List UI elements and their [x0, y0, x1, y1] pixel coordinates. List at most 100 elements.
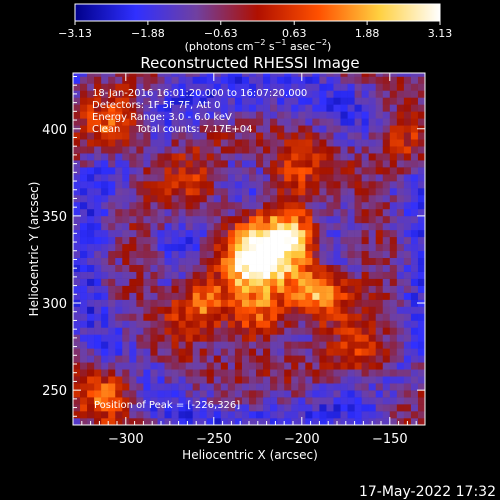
heatmap-cell	[389, 146, 398, 154]
heatmap-cell	[340, 222, 348, 231]
heatmap-cell	[263, 188, 271, 196]
heatmap-cell	[178, 369, 186, 377]
heatmap-cell	[263, 355, 271, 363]
heatmap-cell	[375, 250, 384, 259]
heatmap-cell	[220, 285, 229, 293]
heatmap-cell	[410, 201, 419, 210]
heatmap-cell	[213, 153, 222, 161]
heatmap-cell	[199, 236, 208, 245]
heatmap-cell	[284, 236, 292, 245]
heatmap-cell	[115, 250, 123, 259]
heatmap-cell	[136, 208, 144, 217]
heatmap-cell	[206, 390, 215, 398]
heatmap-cell	[333, 194, 341, 203]
heatmap-cell	[143, 174, 151, 182]
heatmap-cell	[382, 404, 391, 412]
heatmap-cell	[256, 369, 264, 377]
heatmap-cell	[375, 118, 384, 126]
heatmap-cell	[171, 236, 179, 245]
heatmap-cell	[375, 278, 384, 286]
heatmap-cell	[396, 250, 405, 259]
heatmap-cell	[234, 188, 243, 196]
heatmap-cell	[403, 348, 412, 356]
heatmap-cell	[227, 181, 236, 189]
heatmap-cell	[403, 292, 412, 300]
heatmap-cell	[277, 369, 285, 377]
heatmap-cell	[389, 334, 398, 342]
heatmap-cell	[403, 139, 412, 147]
heatmap-cell	[108, 397, 116, 405]
heatmap-cell	[143, 153, 151, 161]
heatmap-cell	[108, 390, 116, 398]
heatmap-cell	[256, 146, 264, 154]
heatmap-cell	[164, 264, 172, 272]
heatmap-cell	[340, 348, 348, 356]
heatmap-cell	[326, 174, 334, 182]
colorbar-tick-label: 3.13	[428, 27, 453, 40]
heatmap-cell	[199, 174, 208, 182]
heatmap-cell	[375, 320, 384, 328]
heatmap-cell	[375, 188, 384, 196]
heatmap-cell	[136, 104, 144, 112]
heatmap-cell	[206, 181, 215, 189]
heatmap-cell	[417, 313, 425, 321]
heatmap-cell	[94, 306, 102, 314]
heatmap-cell	[73, 271, 81, 279]
heatmap-cell	[298, 208, 306, 217]
heatmap-cell	[115, 383, 123, 391]
heatmap-cell	[157, 292, 165, 300]
heatmap-cell	[291, 327, 299, 335]
heatmap-cell	[129, 73, 137, 77]
heatmap-cell	[417, 146, 425, 154]
heatmap-cell	[171, 194, 179, 203]
heatmap-cell	[234, 194, 243, 203]
heatmap-cell	[143, 250, 151, 259]
heatmap-cell	[249, 411, 257, 419]
heatmap-cell	[340, 264, 348, 272]
heatmap-cell	[319, 188, 327, 196]
heatmap-cell	[333, 83, 341, 91]
heatmap-cell	[312, 97, 320, 105]
heatmap-cell	[129, 174, 137, 182]
heatmap-cell	[270, 376, 278, 384]
heatmap-cell	[122, 250, 130, 259]
heatmap-cell	[410, 73, 419, 77]
heatmap-cell	[305, 397, 313, 405]
heatmap-cells	[73, 73, 425, 425]
heatmap-cell	[382, 97, 391, 105]
heatmap-cell	[143, 90, 151, 98]
heatmap-cell	[319, 355, 327, 363]
heatmap-cell	[199, 334, 208, 342]
heatmap-cell	[87, 404, 95, 412]
heatmap-cell	[122, 97, 130, 105]
heatmap-cell	[129, 181, 137, 189]
heatmap-cell	[94, 167, 102, 175]
heatmap-cell	[389, 73, 398, 77]
heatmap-cell	[263, 278, 271, 286]
heatmap-cell	[263, 327, 271, 335]
heatmap-cell	[234, 97, 243, 105]
heatmap-cell	[382, 243, 391, 252]
heatmap-cell	[220, 181, 229, 189]
heatmap-cell	[375, 236, 384, 245]
heatmap-cell	[284, 167, 292, 175]
heatmap-cell	[326, 83, 334, 91]
heatmap-cell	[164, 243, 172, 252]
heatmap-cell	[129, 355, 137, 363]
colorbar-tick-label: 1.88	[355, 27, 380, 40]
heatmap-cell	[178, 181, 186, 189]
heatmap-cell	[101, 111, 109, 119]
heatmap-cell	[263, 348, 271, 356]
heatmap-cell	[340, 104, 348, 112]
heatmap-cell	[87, 397, 95, 405]
heatmap-cell	[319, 194, 327, 203]
heatmap-cell	[403, 362, 412, 370]
heatmap-cell	[185, 90, 193, 98]
heatmap-cell	[143, 271, 151, 279]
heatmap-cell	[340, 306, 348, 314]
heatmap-cell	[284, 97, 292, 105]
heatmap-cell	[94, 236, 102, 245]
heatmap-cell	[368, 306, 377, 314]
heatmap-cell	[396, 306, 405, 314]
heatmap-cell	[108, 73, 116, 77]
